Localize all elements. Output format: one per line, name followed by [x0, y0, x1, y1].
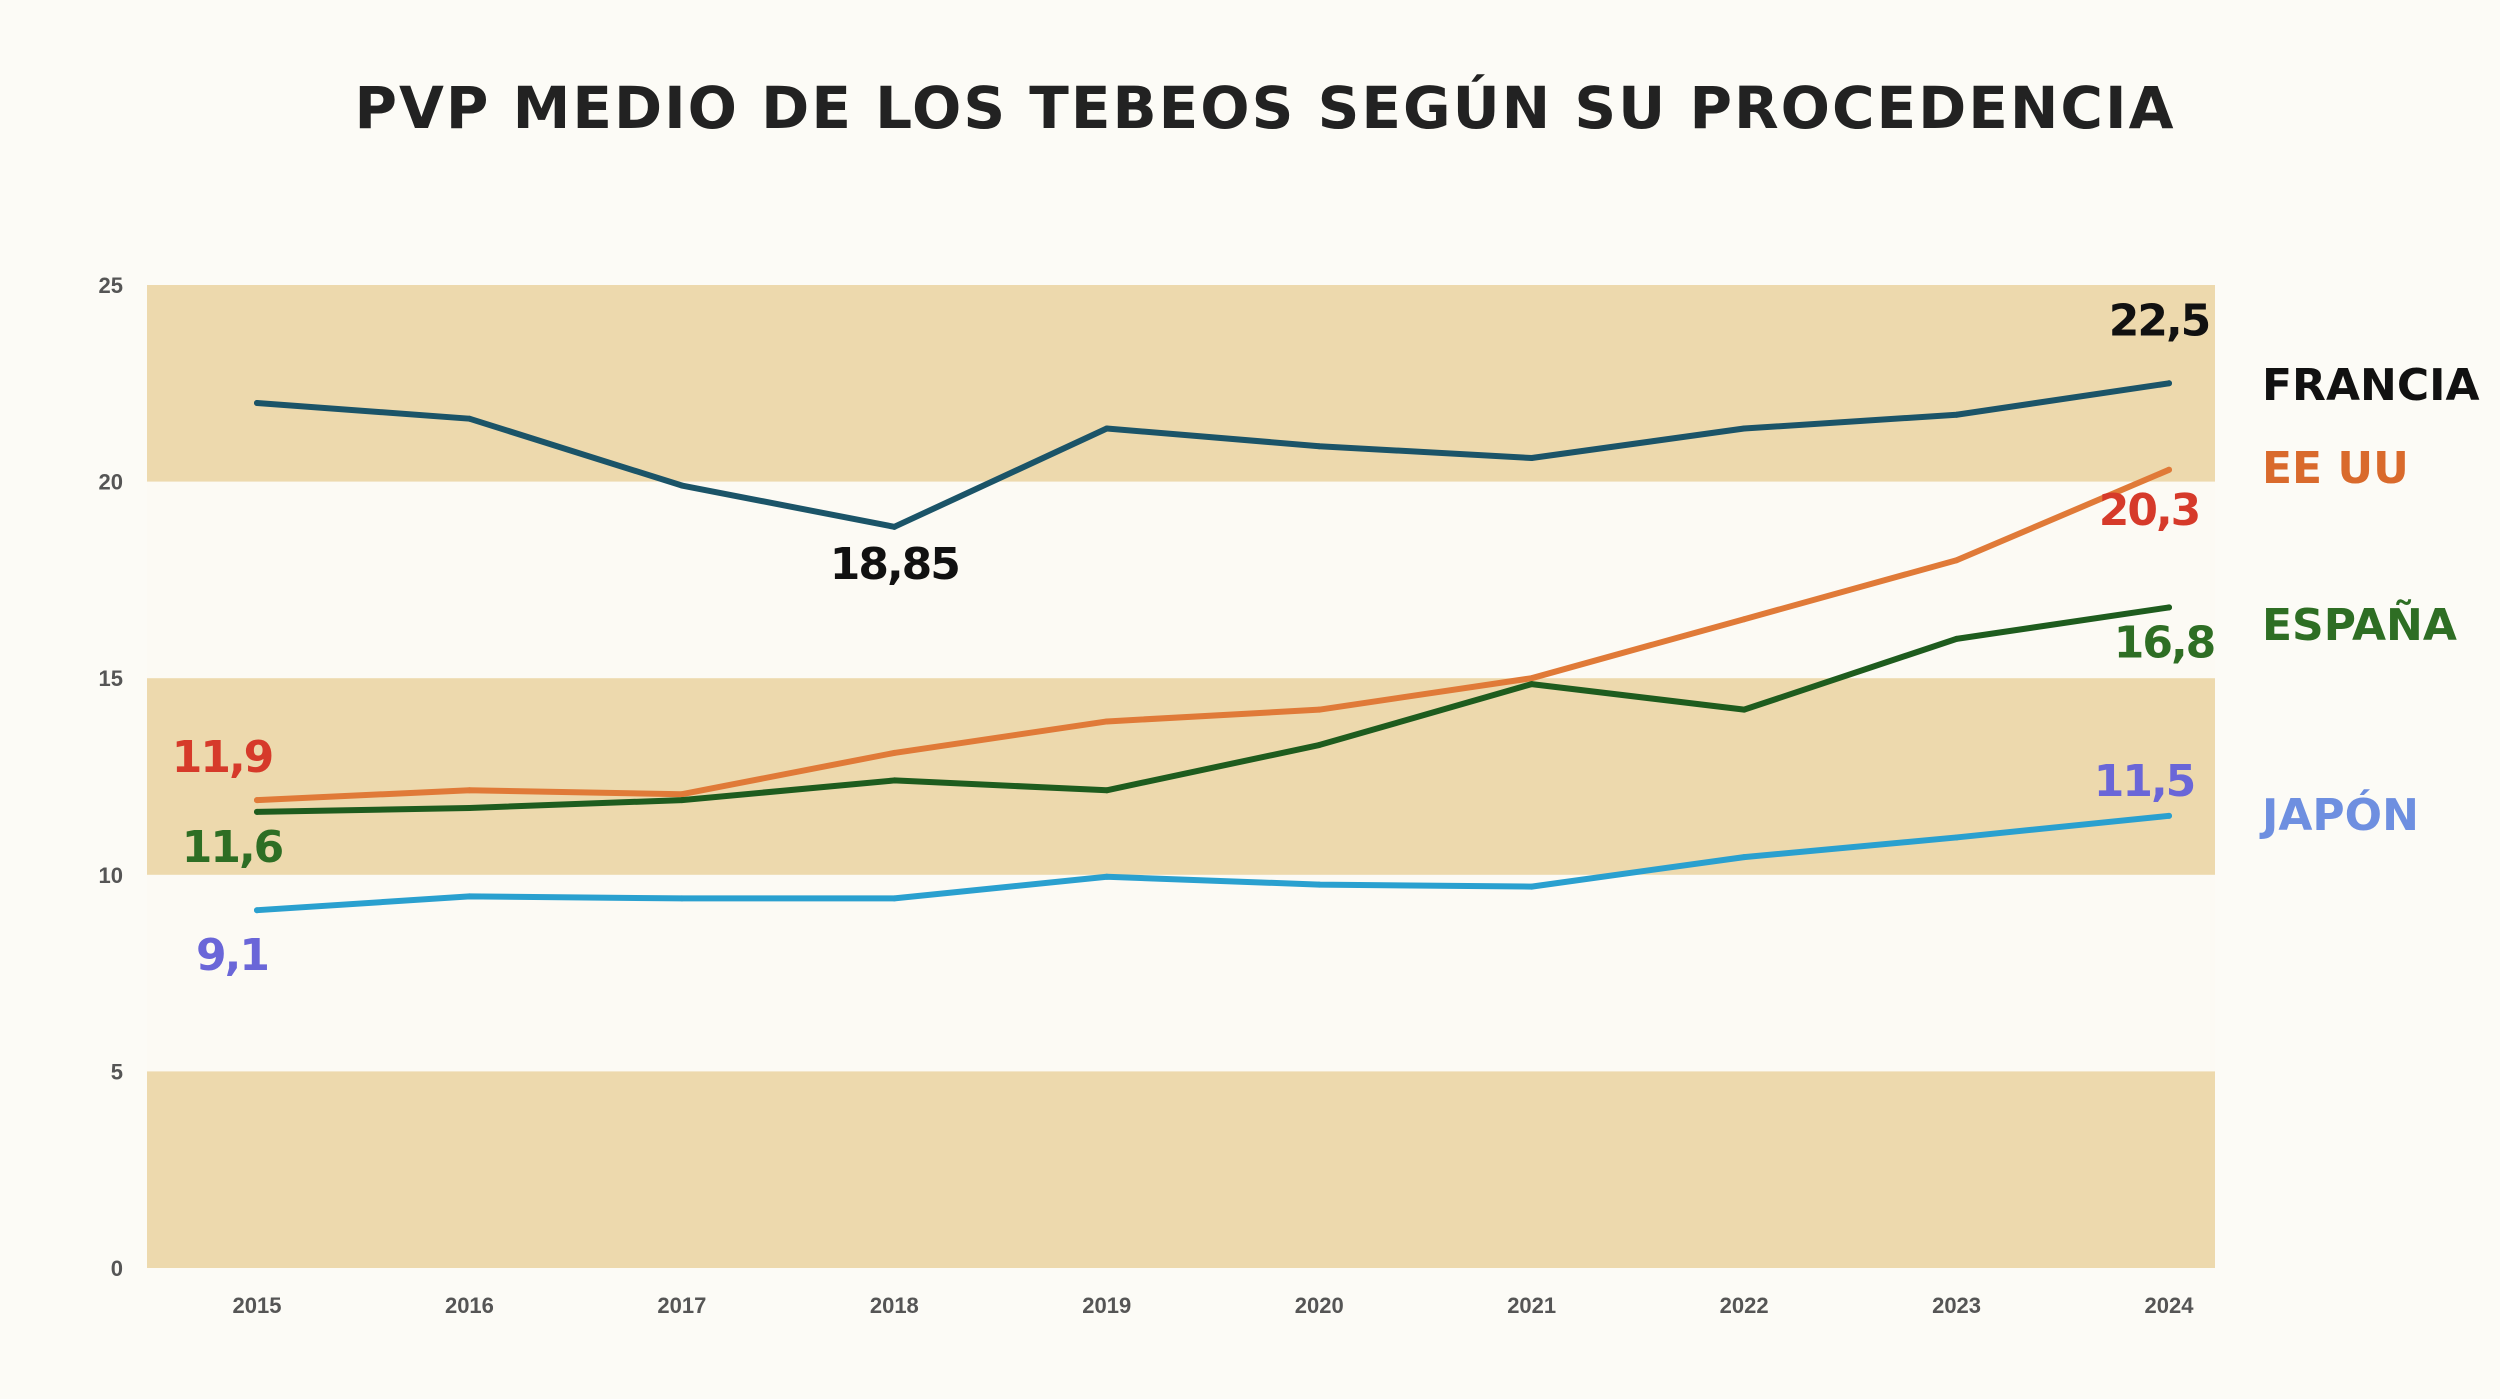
data-point	[2166, 812, 2172, 819]
data-point	[466, 804, 473, 811]
y-tick-label: 15	[99, 666, 123, 691]
legend-entry: ESPAÑA	[2262, 598, 2457, 651]
data-point	[1741, 425, 1748, 432]
data-point	[254, 808, 260, 815]
y-tick-label: 20	[99, 470, 123, 495]
series-line-ee-uu	[254, 466, 2172, 804]
data-point	[1528, 675, 1535, 682]
legend: FRANCIA EE UU ESPAÑA JAPÓN	[2259, 360, 2480, 841]
plot-background	[147, 285, 2215, 1268]
y-tick-label: 0	[111, 1256, 123, 1281]
data-point	[678, 482, 685, 489]
data-point	[1953, 411, 1960, 418]
x-tick-label: 2018	[870, 1293, 919, 1318]
data-point	[254, 399, 260, 406]
x-tick-label: 2023	[1932, 1293, 1981, 1318]
data-point	[2166, 380, 2172, 387]
data-point	[1528, 455, 1535, 462]
data-point	[254, 797, 260, 804]
background-band	[147, 1071, 2215, 1268]
data-point	[891, 895, 898, 902]
data-point	[891, 777, 898, 784]
x-tick-label: 2020	[1295, 1293, 1344, 1318]
data-point	[1103, 787, 1110, 794]
data-label: 16,8	[2114, 617, 2215, 668]
data-label: 22,5	[2109, 295, 2210, 346]
legend-entry: EE UU	[2262, 443, 2409, 494]
data-label: 11,9	[172, 732, 273, 783]
data-point	[254, 907, 260, 914]
x-tick-label: 2019	[1082, 1293, 1131, 1318]
y-axis-ticks: 0 5 10 15 20 25	[99, 273, 123, 1281]
x-tick-label: 2021	[1507, 1293, 1556, 1318]
data-point	[1103, 873, 1110, 880]
data-point	[678, 895, 685, 902]
data-point	[1316, 881, 1323, 888]
x-axis-ticks: 2015 2016 2017 2018 2019 2020 2021 2022 2023 2024	[233, 1293, 2195, 1318]
legend-entry: FRANCIA	[2262, 360, 2480, 411]
y-tick-label: 5	[111, 1059, 123, 1084]
data-point	[1953, 557, 1960, 564]
data-point	[1953, 834, 1960, 841]
x-tick-label: 2016	[445, 1293, 494, 1318]
y-tick-label: 10	[99, 863, 123, 888]
data-point	[2166, 466, 2172, 473]
series-lines	[254, 380, 2172, 914]
data-point	[466, 893, 473, 900]
data-point	[1741, 706, 1748, 713]
series-line-francia	[254, 380, 2172, 530]
data-point	[466, 787, 473, 794]
data-point	[1316, 742, 1323, 749]
data-point	[1528, 883, 1535, 890]
data-point	[1953, 635, 1960, 642]
data-label: 9,1	[196, 930, 268, 981]
data-point	[1316, 443, 1323, 450]
data-point	[678, 797, 685, 804]
data-label: 11,6	[182, 822, 283, 873]
chart-title: PVP MEDIO DE LOS TEBEOS SEGÚN SU PROCEDE…	[355, 73, 2176, 142]
data-point	[678, 791, 685, 798]
data-annotations: 22,5 18,85 20,3 11,9 16,8 11,6 11,5 9,1	[172, 295, 2217, 981]
series-line-jap-n	[254, 812, 2172, 914]
data-point	[891, 523, 898, 530]
x-tick-label: 2024	[2145, 1293, 2195, 1318]
background-band	[147, 285, 2215, 482]
y-tick-label: 25	[99, 273, 123, 298]
data-point	[1741, 616, 1748, 623]
data-point	[466, 415, 473, 422]
series-line-espa-a	[254, 604, 2172, 815]
legend-entry: JAPÓN	[2259, 788, 2419, 841]
data-point	[1741, 854, 1748, 861]
x-tick-label: 2017	[657, 1293, 706, 1318]
data-label: 11,5	[2094, 756, 2195, 807]
data-point	[1103, 425, 1110, 432]
x-tick-label: 2022	[1720, 1293, 1769, 1318]
data-point	[891, 749, 898, 756]
data-point	[2166, 604, 2172, 611]
data-label: 18,85	[830, 539, 959, 590]
x-tick-label: 2015	[233, 1293, 282, 1318]
data-label: 20,3	[2099, 485, 2200, 536]
data-point	[1103, 718, 1110, 725]
data-point	[1316, 706, 1323, 713]
data-point	[1528, 681, 1535, 688]
